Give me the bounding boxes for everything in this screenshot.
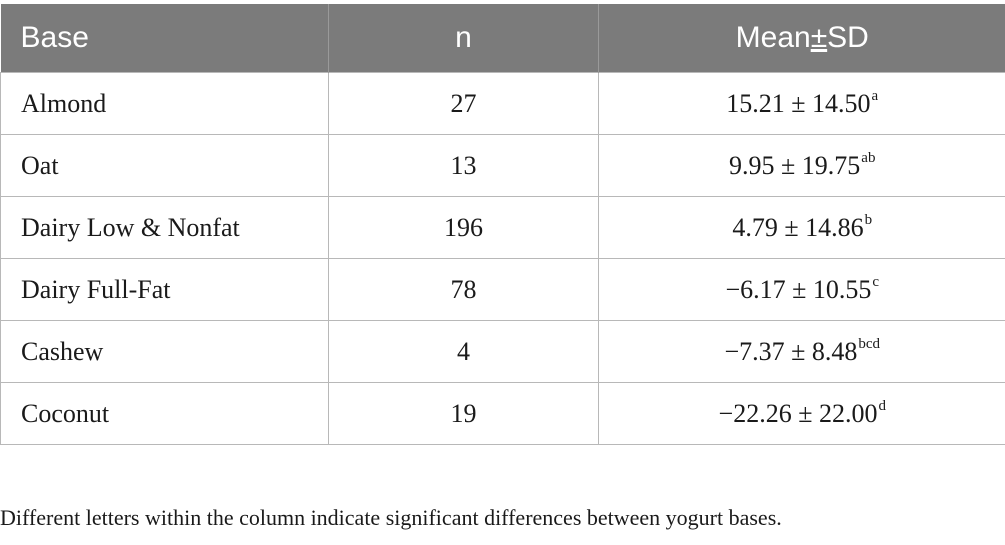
- cell-base: Dairy Low & Nonfat: [0, 196, 329, 259]
- cell-mean-value: 9.95 ± 19.75: [729, 150, 861, 180]
- cell-significance-letter: ab: [861, 150, 876, 167]
- cell-mean-value: −7.37 ± 8.48: [724, 336, 858, 366]
- cell-significance-letter: a: [871, 88, 879, 105]
- cell-base: Almond: [0, 72, 329, 135]
- cell-base: Cashew: [0, 320, 329, 383]
- cell-mean-sd: −6.17 ± 10.55c: [598, 258, 1005, 321]
- cell-n: 78: [328, 258, 599, 321]
- cell-n: 27: [328, 72, 599, 135]
- table-row: Oat 13 9.95 ± 19.75ab: [0, 134, 1005, 197]
- header-sd-label: SD: [827, 21, 869, 54]
- cell-mean-sd: 9.95 ± 19.75ab: [598, 134, 1005, 197]
- cell-mean-value: −22.26 ± 22.00: [718, 398, 878, 428]
- cell-significance-letter: c: [872, 274, 880, 291]
- cell-significance-letter: bcd: [858, 336, 881, 353]
- table-row: Almond 27 15.21 ± 14.50a: [0, 72, 1005, 135]
- header-plus-minus: ±: [810, 21, 828, 54]
- cell-mean-value: 15.21 ± 14.50: [726, 88, 871, 118]
- yogurt-base-table: Base n Mean±SD Almond 27 15.21 ± 14.50a …: [0, 4, 1005, 445]
- cell-significance-letter: d: [878, 398, 886, 415]
- table-row: Coconut 19 −22.26 ± 22.00d: [0, 382, 1005, 445]
- header-base: Base: [0, 4, 329, 73]
- cell-mean-sd: 4.79 ± 14.86b: [598, 196, 1005, 259]
- cell-significance-letter: b: [864, 212, 873, 229]
- cell-n: 13: [328, 134, 599, 197]
- table-row: Dairy Full-Fat 78 −6.17 ± 10.55c: [0, 258, 1005, 321]
- header-mean-label: Mean: [735, 21, 811, 54]
- cell-base: Dairy Full-Fat: [0, 258, 329, 321]
- cell-n: 196: [328, 196, 599, 259]
- data-table-container: Base n Mean±SD Almond 27 15.21 ± 14.50a …: [0, 4, 1005, 445]
- cell-mean-sd: 15.21 ± 14.50a: [598, 72, 1005, 135]
- table-row: Dairy Low & Nonfat 196 4.79 ± 14.86b: [0, 196, 1005, 259]
- header-row: Base n Mean±SD: [0, 4, 1005, 73]
- table-footnote: Different letters within the column indi…: [0, 505, 782, 530]
- cell-mean-sd: −22.26 ± 22.00d: [598, 382, 1005, 445]
- cell-mean-sd: −7.37 ± 8.48bcd: [598, 320, 1005, 383]
- header-mean-sd: Mean±SD: [598, 4, 1005, 73]
- cell-mean-value: −6.17 ± 10.55: [725, 274, 872, 304]
- header-n: n: [328, 4, 599, 73]
- cell-base: Coconut: [0, 382, 329, 445]
- table-body: Almond 27 15.21 ± 14.50a Oat 13 9.95 ± 1…: [0, 72, 1005, 445]
- cell-mean-value: 4.79 ± 14.86: [732, 212, 864, 242]
- table-row: Cashew 4 −7.37 ± 8.48bcd: [0, 320, 1005, 383]
- cell-base: Oat: [0, 134, 329, 197]
- cell-n: 4: [328, 320, 599, 383]
- table-header: Base n Mean±SD: [0, 4, 1005, 73]
- cell-n: 19: [328, 382, 599, 445]
